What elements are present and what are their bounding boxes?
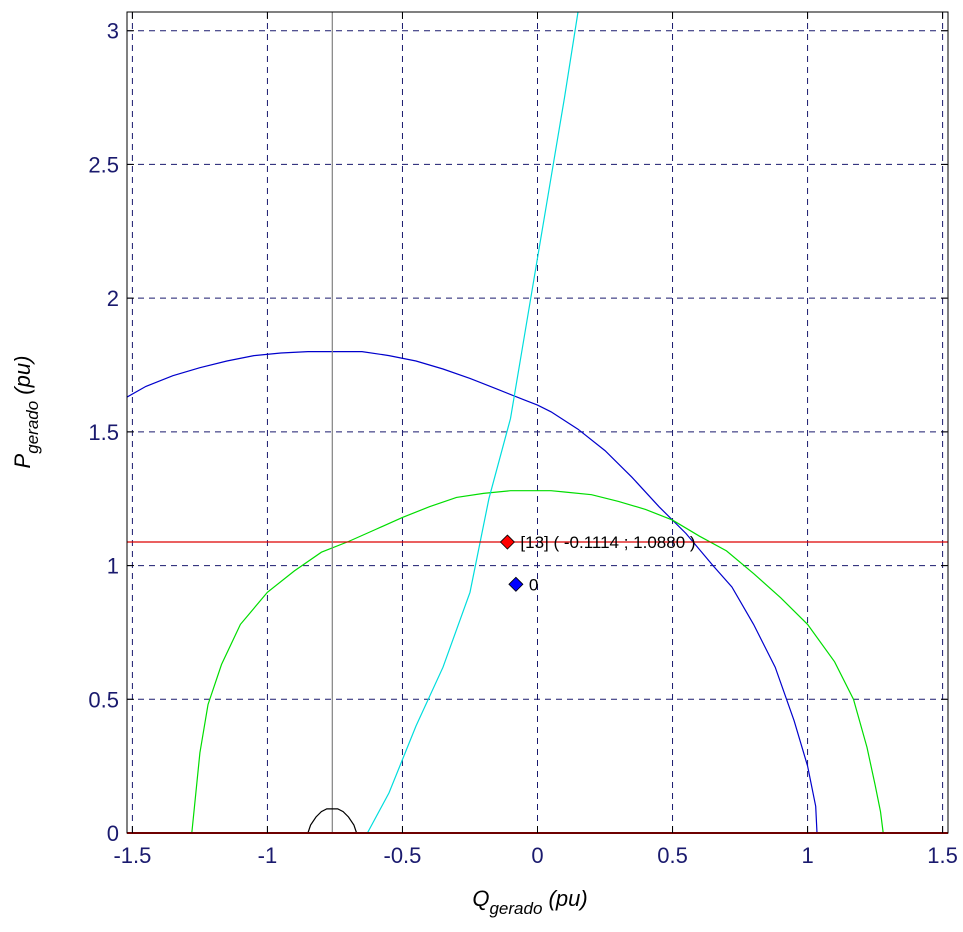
x-tick-label: -0.5 xyxy=(384,843,422,868)
blue-curve xyxy=(126,351,818,834)
blue-point-marker xyxy=(508,576,524,592)
x-tick-label: -1 xyxy=(258,843,278,868)
y-tick-label: 0.5 xyxy=(88,687,119,712)
x-tick-label: -1.5 xyxy=(113,843,151,868)
y-tick-label: 1 xyxy=(107,554,119,579)
x-axis-label-sub: gerado xyxy=(489,899,542,918)
red-point-label: [13] ( -0.1114 ; 1.0880 ) xyxy=(520,533,695,552)
y-tick-label: 2.5 xyxy=(88,152,119,177)
x-axis-label: Qgerado (pu) xyxy=(472,886,587,918)
green-curve xyxy=(191,490,884,834)
black-curve xyxy=(307,808,358,834)
cyan-curve xyxy=(366,11,579,834)
x-axis-label-main: Q xyxy=(472,886,489,911)
y-axis-label: Pgerado (pu) xyxy=(10,356,42,469)
x-tick-label: 0.5 xyxy=(657,843,688,868)
y-tick-label: 3 xyxy=(107,19,119,44)
marker-group: [13] ( -0.1114 ; 1.0880 ) 0 xyxy=(499,533,696,594)
red-point-marker xyxy=(499,534,515,550)
x-tick-label: 1 xyxy=(801,843,813,868)
y-axis-label-main: P xyxy=(10,453,35,468)
blue-point-label: 0 xyxy=(529,575,538,594)
x-tick-label: 1.5 xyxy=(927,843,958,868)
y-tick-label: 1.5 xyxy=(88,420,119,445)
y-tick-label: 2 xyxy=(107,286,119,311)
grid xyxy=(127,12,948,834)
x-axis-label-unit: (pu) xyxy=(542,886,587,911)
ticks: -1.5 -1 -0.5 0 0.5 1 1.5 0 0.5 1 1.5 2 2.5 3 xyxy=(88,12,958,868)
y-axis-label-unit: (pu) xyxy=(10,356,35,401)
y-tick-label: 0 xyxy=(107,821,119,846)
y-axis-label-sub: gerado xyxy=(23,401,42,454)
x-tick-label: 0 xyxy=(531,843,543,868)
